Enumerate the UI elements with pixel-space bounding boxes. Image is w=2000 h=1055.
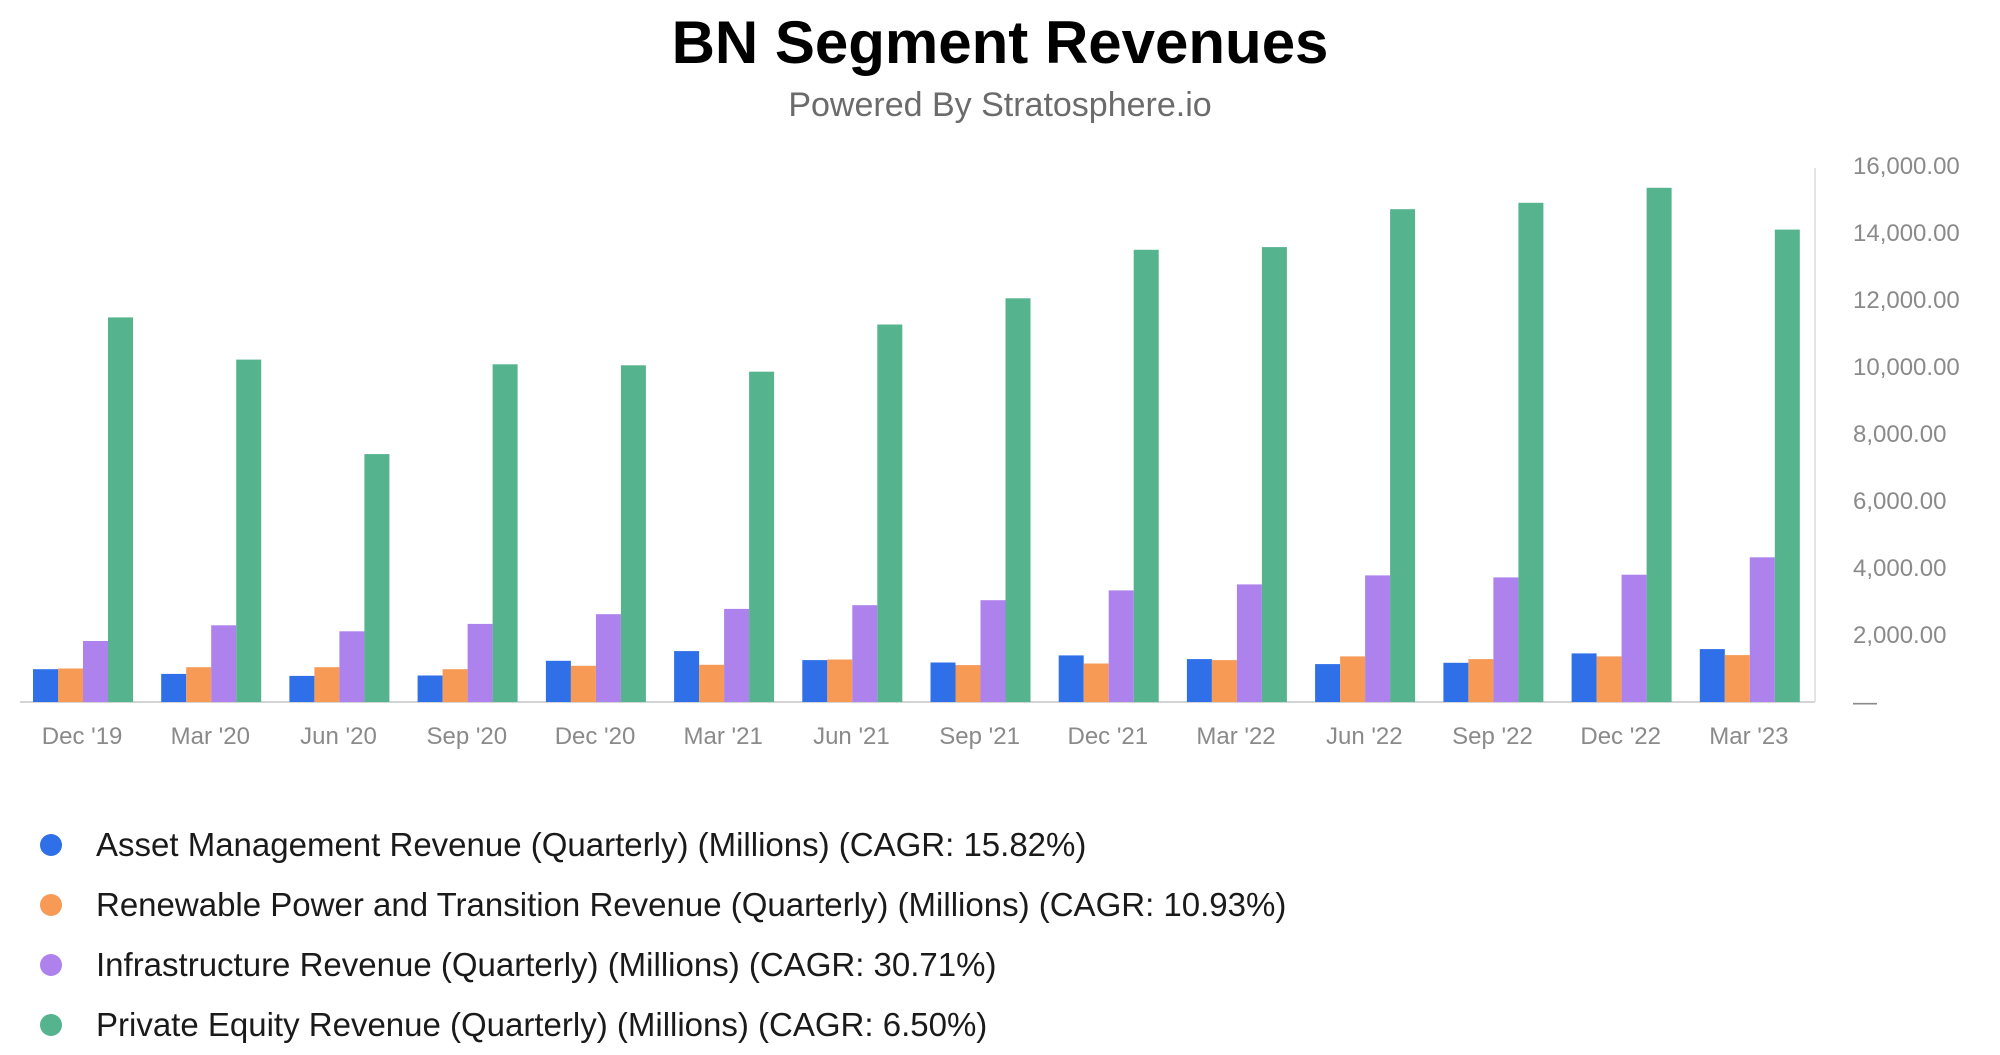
bar-chart: 16,000.00 14,000.00 12,000.00 10,000.00 8,00… [20, 153, 1960, 750]
x-tick-label: Jun '20 [300, 723, 377, 750]
bar-private-equity-revenue-jun-20[interactable] [364, 454, 390, 702]
x-tick-label: Dec '22 [1580, 723, 1661, 750]
bar-asset-management-revenue-mar-23[interactable] [1699, 649, 1725, 702]
bar-asset-management-revenue-mar-22[interactable] [1186, 659, 1212, 702]
bar-infrastructure-revenue-dec-22[interactable] [1621, 574, 1647, 702]
bar-private-equity-revenue-dec-21[interactable] [1133, 249, 1159, 703]
bar-asset-management-revenue-mar-21[interactable] [674, 651, 700, 702]
bars-layer [33, 187, 1800, 703]
bar-private-equity-revenue-jun-22[interactable] [1390, 209, 1416, 702]
bar-renewable-power-and-transition-revenue-mar-22[interactable] [1211, 660, 1237, 702]
bar-renewable-power-and-transition-revenue-jun-20[interactable] [314, 667, 340, 702]
x-tick-label: Sep '21 [939, 723, 1020, 750]
legend-item-private-equity-revenue[interactable]: Private Equity Revenue (Quarterly) (Mill… [40, 995, 1286, 1055]
bar-infrastructure-revenue-dec-19[interactable] [83, 641, 108, 702]
x-tick-label: Jun '22 [1326, 723, 1403, 750]
chart-subtitle: Powered By Stratosphere.io [788, 86, 1212, 124]
bar-asset-management-revenue-jun-20[interactable] [289, 675, 315, 702]
bar-asset-management-revenue-dec-19[interactable] [33, 669, 58, 702]
bar-renewable-power-and-transition-revenue-jun-22[interactable] [1340, 656, 1366, 702]
bar-asset-management-revenue-sep-21[interactable] [930, 662, 956, 703]
bar-renewable-power-and-transition-revenue-mar-23[interactable] [1724, 655, 1750, 702]
y-tick-label: 12,000.00 [1853, 287, 1960, 314]
bar-renewable-power-and-transition-revenue-dec-20[interactable] [570, 665, 596, 702]
bar-private-equity-revenue-mar-20[interactable] [236, 359, 262, 702]
bar-renewable-power-and-transition-revenue-sep-22[interactable] [1468, 659, 1494, 702]
bar-infrastructure-revenue-dec-21[interactable] [1108, 590, 1134, 702]
bar-infrastructure-revenue-dec-20[interactable] [595, 614, 621, 702]
bar-renewable-power-and-transition-revenue-mar-21[interactable] [699, 664, 725, 702]
x-tick-label: Mar '23 [1709, 723, 1788, 750]
bar-asset-management-revenue-sep-22[interactable] [1443, 662, 1469, 702]
y-tick-label: 2,000.00 [1853, 622, 1946, 649]
bar-infrastructure-revenue-jun-20[interactable] [339, 631, 365, 702]
y-tick-label: 4,000.00 [1853, 555, 1946, 582]
bar-private-equity-revenue-mar-21[interactable] [749, 371, 775, 702]
bar-asset-management-revenue-sep-20[interactable] [417, 675, 443, 703]
legend-item-renewable-power-and-transition-revenue[interactable]: Renewable Power and Transition Revenue (… [40, 875, 1286, 935]
bar-renewable-power-and-transition-revenue-dec-19[interactable] [58, 668, 83, 703]
x-tick-label: Dec '20 [555, 723, 636, 750]
bar-renewable-power-and-transition-revenue-dec-21[interactable] [1083, 663, 1109, 703]
y-tick-label: 8,000.00 [1853, 421, 1946, 448]
x-tick-label: Jun '21 [813, 723, 890, 750]
bar-infrastructure-revenue-jun-21[interactable] [852, 605, 878, 702]
legend-label: Private Equity Revenue (Quarterly) (Mill… [96, 1006, 988, 1043]
bar-private-equity-revenue-sep-21[interactable] [1005, 298, 1031, 702]
bar-asset-management-revenue-dec-22[interactable] [1571, 653, 1597, 702]
x-tick-label: Dec '19 [42, 723, 123, 750]
bar-asset-management-revenue-dec-21[interactable] [1058, 655, 1084, 702]
bar-asset-management-revenue-jun-21[interactable] [802, 660, 828, 702]
bar-renewable-power-and-transition-revenue-sep-21[interactable] [955, 665, 981, 702]
bar-private-equity-revenue-dec-19[interactable] [108, 317, 133, 702]
legend-item-asset-management-revenue[interactable]: Asset Management Revenue (Quarterly) (Mi… [40, 815, 1286, 875]
axis-layer [20, 168, 1816, 703]
x-tick-label: Dec '21 [1067, 723, 1148, 750]
legend-color-dot [40, 1014, 62, 1036]
y-tick-label: 16,000.00 [1853, 153, 1960, 180]
bar-private-equity-revenue-dec-22[interactable] [1646, 187, 1672, 703]
bar-infrastructure-revenue-sep-20[interactable] [467, 623, 493, 702]
bar-infrastructure-revenue-mar-22[interactable] [1236, 584, 1262, 702]
legend-color-dot [40, 894, 62, 916]
bar-infrastructure-revenue-sep-21[interactable] [980, 600, 1006, 702]
legend-label: Infrastructure Revenue (Quarterly) (Mill… [96, 946, 997, 983]
bar-private-equity-revenue-sep-22[interactable] [1518, 202, 1544, 703]
legend-color-dot [40, 834, 62, 856]
y-tick-label: — [1853, 689, 1877, 716]
x-ticks: Dec '19 Mar '20 Jun '20 Sep '20 Dec '20 Mar '… [42, 723, 1789, 750]
bar-renewable-power-and-transition-revenue-dec-22[interactable] [1596, 656, 1622, 702]
bar-private-equity-revenue-sep-20[interactable] [492, 364, 518, 702]
bar-infrastructure-revenue-mar-23[interactable] [1749, 557, 1775, 702]
bar-private-equity-revenue-dec-20[interactable] [620, 365, 646, 702]
chart-title: BN Segment Revenues [671, 9, 1329, 76]
bar-private-equity-revenue-mar-23[interactable] [1774, 229, 1800, 702]
x-tick-label: Mar '20 [171, 723, 250, 750]
legend-label: Asset Management Revenue (Quarterly) (Mi… [96, 826, 1087, 863]
bar-asset-management-revenue-jun-22[interactable] [1315, 664, 1341, 702]
bar-renewable-power-and-transition-revenue-sep-20[interactable] [442, 669, 468, 702]
bar-infrastructure-revenue-sep-22[interactable] [1493, 577, 1519, 702]
x-tick-label: Mar '21 [684, 723, 763, 750]
legend-item-infrastructure-revenue[interactable]: Infrastructure Revenue (Quarterly) (Mill… [40, 935, 1286, 995]
bar-asset-management-revenue-dec-20[interactable] [545, 660, 571, 702]
legend: Asset Management Revenue (Quarterly) (Mi… [40, 815, 1286, 1055]
legend-label: Renewable Power and Transition Revenue (… [96, 886, 1287, 923]
x-tick-label: Sep '22 [1452, 723, 1533, 750]
legend-color-dot [40, 954, 62, 976]
x-tick-label: Mar '22 [1196, 723, 1275, 750]
bar-renewable-power-and-transition-revenue-mar-20[interactable] [186, 667, 212, 702]
bar-infrastructure-revenue-mar-20[interactable] [211, 625, 237, 702]
bar-private-equity-revenue-mar-22[interactable] [1261, 247, 1287, 702]
bar-asset-management-revenue-mar-20[interactable] [161, 673, 187, 702]
bar-infrastructure-revenue-mar-21[interactable] [724, 608, 750, 702]
y-ticks: 16,000.00 14,000.00 12,000.00 10,000.00 8,00… [1853, 153, 1960, 716]
bar-infrastructure-revenue-jun-22[interactable] [1365, 575, 1391, 702]
y-tick-label: 6,000.00 [1853, 488, 1946, 515]
bar-renewable-power-and-transition-revenue-jun-21[interactable] [827, 659, 853, 703]
bar-private-equity-revenue-jun-21[interactable] [877, 324, 903, 703]
x-tick-label: Sep '20 [426, 723, 507, 750]
y-tick-label: 10,000.00 [1853, 354, 1960, 381]
y-tick-label: 14,000.00 [1853, 220, 1960, 247]
